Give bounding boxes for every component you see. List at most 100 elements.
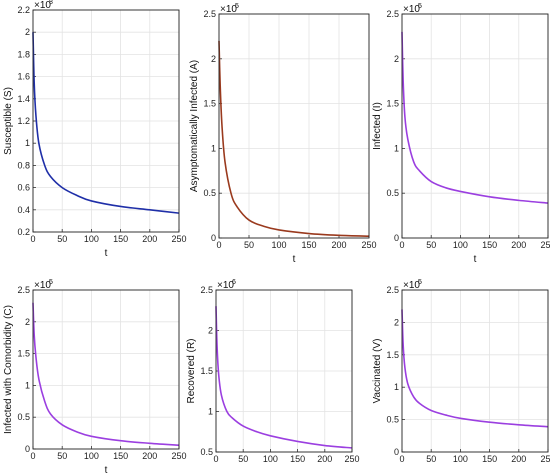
x-tick-label: 250 xyxy=(171,234,186,244)
x-tick-label: 150 xyxy=(290,454,305,464)
y-tick-label: 0 xyxy=(394,447,399,457)
x-tick-label: 100 xyxy=(84,451,99,461)
axis-exponent: 5 xyxy=(418,279,422,286)
x-tick-label: 100 xyxy=(453,454,468,464)
y-tick-label: 2 xyxy=(211,54,216,64)
y-tick-label: 0.2 xyxy=(17,227,30,237)
y-axis-label: Infected with Comorbidity (C) xyxy=(3,305,14,434)
x-axis-label: t xyxy=(474,254,477,265)
y-tick-label: 0.5 xyxy=(203,188,216,198)
x-tick-label: 50 xyxy=(57,451,67,461)
plot-area xyxy=(402,290,548,452)
series-line-comorbidity xyxy=(32,302,180,446)
y-tick-label: 2 xyxy=(208,326,213,336)
y-tick-label: 0 xyxy=(394,233,399,243)
x-tick-label: 100 xyxy=(453,240,468,250)
x-tick-label: 100 xyxy=(263,454,278,464)
y-tick-label: 1 xyxy=(394,382,399,392)
x-tick-label: 200 xyxy=(142,234,157,244)
axis-multiplier: ×10 xyxy=(217,280,234,291)
x-tick-label: 250 xyxy=(540,454,550,464)
y-tick-label: 0.5 xyxy=(386,415,399,425)
x-tick-label: 250 xyxy=(361,240,376,250)
panel-comorbidity: 0 50 100 150 200 250 0 0.5 1 1.5 2 2.5 ×105 t Infected… xyxy=(3,279,187,475)
x-tick-label: 100 xyxy=(84,234,99,244)
axis-multiplier: ×10 xyxy=(34,0,51,11)
axes-frame xyxy=(218,13,370,239)
x-tick-label: 250 xyxy=(540,240,550,250)
y-axis-label: Recovered (R) xyxy=(186,338,197,403)
x-tick-label: 200 xyxy=(511,454,526,464)
axis-exponent: 5 xyxy=(235,3,239,10)
y-tick-label: 2 xyxy=(394,317,399,327)
x-tick-label: 0 xyxy=(216,240,221,250)
series-line-infected xyxy=(401,31,549,204)
panel-infected: 0 50 100 150 200 250 0 0.5 1 1.5 2 2.5 ×105 t Infected… xyxy=(372,3,550,265)
x-tick-label: 50 xyxy=(426,240,436,250)
y-axis-label: Asymptomatically Infected (A) xyxy=(189,60,200,192)
plot-area xyxy=(219,14,369,238)
axis-multiplier: ×10 xyxy=(220,4,237,15)
x-tick-label: 0 xyxy=(213,454,218,464)
axis-exponent: 5 xyxy=(49,279,53,286)
axes-frame xyxy=(401,289,549,453)
y-tick-label: 2 xyxy=(25,27,30,37)
y-tick-label: 1.5 xyxy=(386,350,399,360)
y-tick-label: 2.5 xyxy=(200,285,213,295)
panel-recovered: 0 50 100 150 200 250 0.5 1 1.5 2 2.5 ×106 Recovered … xyxy=(186,279,360,464)
y-tick-label: 0.5 xyxy=(386,188,399,198)
panel-vaccinated: 0 50 100 150 200 250 0 0.5 1 1.5 2 2.5 ×105 Vaccinate… xyxy=(372,279,550,464)
x-tick-label: 50 xyxy=(238,454,248,464)
y-tick-label: 2 xyxy=(394,54,399,64)
plot-area xyxy=(33,290,179,449)
axes-frame xyxy=(32,289,180,450)
y-tick-label: 2.5 xyxy=(386,9,399,19)
axis-multiplier: ×10 xyxy=(403,280,420,291)
y-tick-label: 1.4 xyxy=(17,94,30,104)
series-line-susceptible xyxy=(32,32,180,214)
axis-exponent: 6 xyxy=(232,279,236,286)
x-tick-label: 150 xyxy=(113,451,128,461)
y-tick-label: 2.5 xyxy=(203,9,216,19)
series-line-recovered xyxy=(215,306,353,449)
y-tick-label: 0.4 xyxy=(17,205,30,215)
x-tick-label: 150 xyxy=(113,234,128,244)
x-tick-label: 200 xyxy=(331,240,346,250)
y-tick-label: 2.5 xyxy=(386,285,399,295)
x-axis-label: t xyxy=(105,248,108,259)
x-tick-label: 150 xyxy=(482,454,497,464)
y-tick-label: 0 xyxy=(25,444,30,454)
y-tick-label: 1.2 xyxy=(17,116,30,126)
y-axis-label: Susceptible (S) xyxy=(3,87,14,155)
y-tick-label: 1 xyxy=(25,138,30,148)
x-tick-label: 200 xyxy=(317,454,332,464)
x-tick-label: 0 xyxy=(30,234,35,244)
y-tick-label: 0.5 xyxy=(200,447,213,457)
series-line-vaccinated xyxy=(401,309,549,428)
y-tick-label: 1.5 xyxy=(203,99,216,109)
axes-frame xyxy=(215,289,353,453)
x-tick-label: 50 xyxy=(426,454,436,464)
y-tick-label: 1 xyxy=(208,407,213,417)
y-tick-label: 1.5 xyxy=(17,349,30,359)
x-tick-label: 200 xyxy=(142,451,157,461)
x-tick-label: 0 xyxy=(30,451,35,461)
y-tick-label: 2.5 xyxy=(17,285,30,295)
axis-exponent: 5 xyxy=(418,3,422,10)
series-line-asymptomatic xyxy=(218,40,370,238)
y-tick-label: 0.5 xyxy=(17,412,30,422)
x-tick-label: 0 xyxy=(399,454,404,464)
x-tick-label: 50 xyxy=(57,234,67,244)
axes-frame xyxy=(32,9,180,233)
panel-asymptomatic: 0 50 100 150 200 250 0 0.5 1 1.5 2 2.5 ×105 t Asymptom… xyxy=(189,3,377,265)
y-tick-label: 1.5 xyxy=(386,99,399,109)
axes-frame xyxy=(401,13,549,239)
y-tick-label: 0 xyxy=(211,233,216,243)
y-tick-label: 2.2 xyxy=(17,5,30,15)
y-tick-label: 0.8 xyxy=(17,160,30,170)
x-tick-label: 200 xyxy=(511,240,526,250)
plot-area xyxy=(402,14,548,238)
x-tick-label: 250 xyxy=(344,454,359,464)
y-tick-label: 1.6 xyxy=(17,72,30,82)
